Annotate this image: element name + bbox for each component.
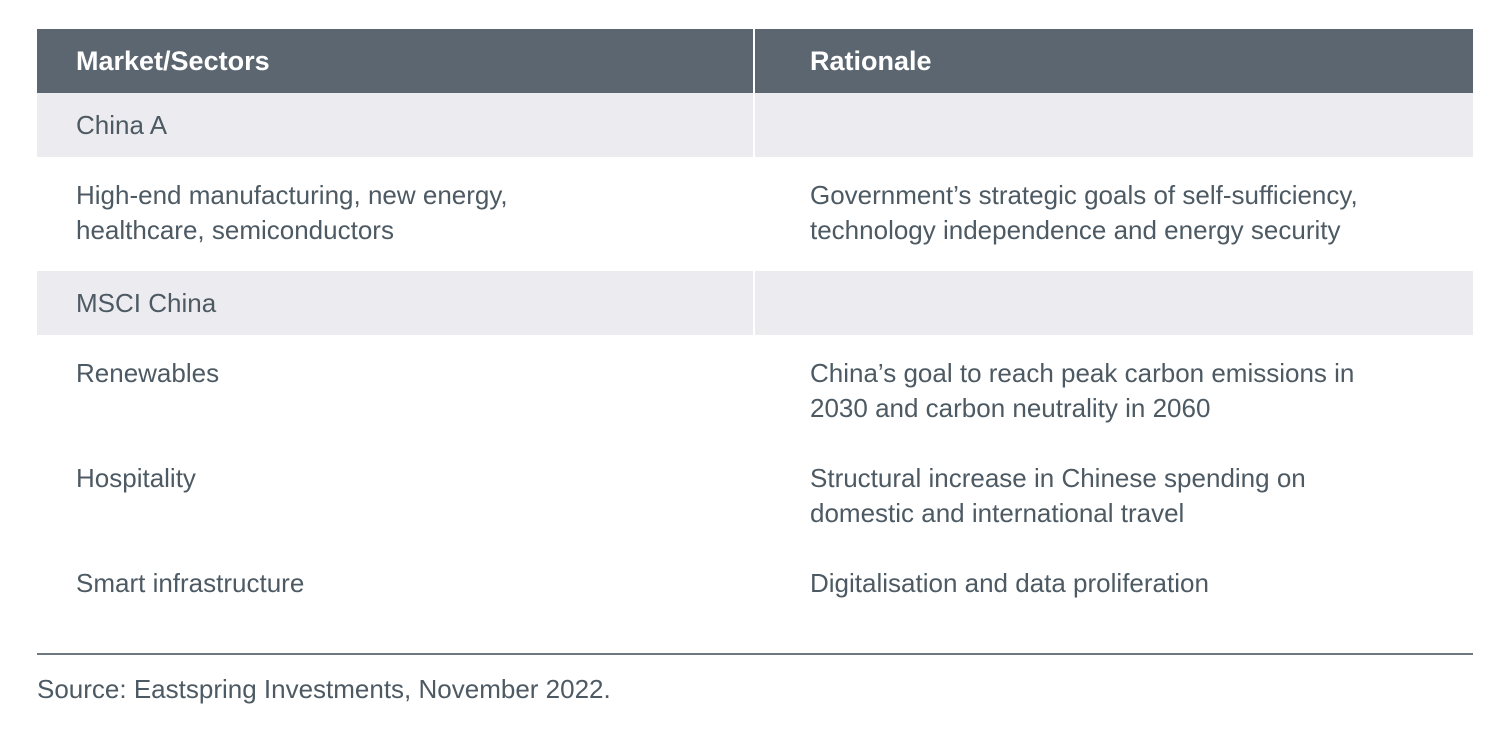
market-cell: Renewables bbox=[37, 335, 755, 440]
rationale-line: Digitalisation and data proliferation bbox=[810, 568, 1209, 598]
header-market-sectors: Market/Sectors bbox=[37, 29, 755, 93]
rationale-cell: Government’s strategic goals of self-suf… bbox=[755, 157, 1473, 271]
table-row: High-end manufacturing, new energy, heal… bbox=[37, 157, 1473, 271]
rationale-cell: China’s goal to reach peak carbon emissi… bbox=[755, 335, 1473, 440]
sectors-table: Market/Sectors Rationale China A High-en… bbox=[37, 29, 1473, 615]
rationale-line: Government’s strategic goals of self-suf… bbox=[810, 180, 1358, 210]
market-line: Renewables bbox=[76, 358, 220, 388]
rationale-line: Structural increase in Chinese spending … bbox=[810, 463, 1306, 493]
market-line: High-end manufacturing, new energy, bbox=[76, 180, 508, 210]
rationale-cell: Digitalisation and data proliferation bbox=[755, 545, 1473, 615]
market-line: Hospitality bbox=[76, 463, 196, 493]
rationale-cell: Structural increase in Chinese spending … bbox=[755, 440, 1473, 545]
table-header-row: Market/Sectors Rationale bbox=[37, 29, 1473, 93]
table-row: Smart infrastructure Digitalisation and … bbox=[37, 545, 1473, 615]
group-rationale bbox=[755, 93, 1473, 157]
group-label: China A bbox=[37, 93, 755, 157]
table-row: Hospitality Structural increase in Chine… bbox=[37, 440, 1473, 545]
source-note: Source: Eastspring Investments, November… bbox=[37, 674, 611, 704]
group-row-china-a: China A bbox=[37, 93, 1473, 157]
rationale-line: 2030 and carbon neutrality in 2060 bbox=[810, 393, 1211, 423]
market-cell: Hospitality bbox=[37, 440, 755, 545]
market-cell: High-end manufacturing, new energy, heal… bbox=[37, 157, 755, 271]
rationale-line: domestic and international travel bbox=[810, 498, 1185, 528]
table-row: Renewables China’s goal to reach peak ca… bbox=[37, 335, 1473, 440]
market-line: Smart infrastructure bbox=[76, 568, 305, 598]
header-rationale: Rationale bbox=[810, 45, 932, 76]
group-row-msci-china: MSCI China bbox=[37, 271, 1473, 335]
group-label: MSCI China bbox=[37, 271, 755, 335]
group-rationale bbox=[755, 271, 1473, 335]
footer-divider bbox=[37, 653, 1473, 655]
market-cell: Smart infrastructure bbox=[37, 545, 755, 615]
rationale-line: China’s goal to reach peak carbon emissi… bbox=[810, 358, 1355, 388]
market-line: healthcare, semiconductors bbox=[76, 215, 394, 245]
rationale-line: technology independence and energy secur… bbox=[810, 215, 1341, 245]
